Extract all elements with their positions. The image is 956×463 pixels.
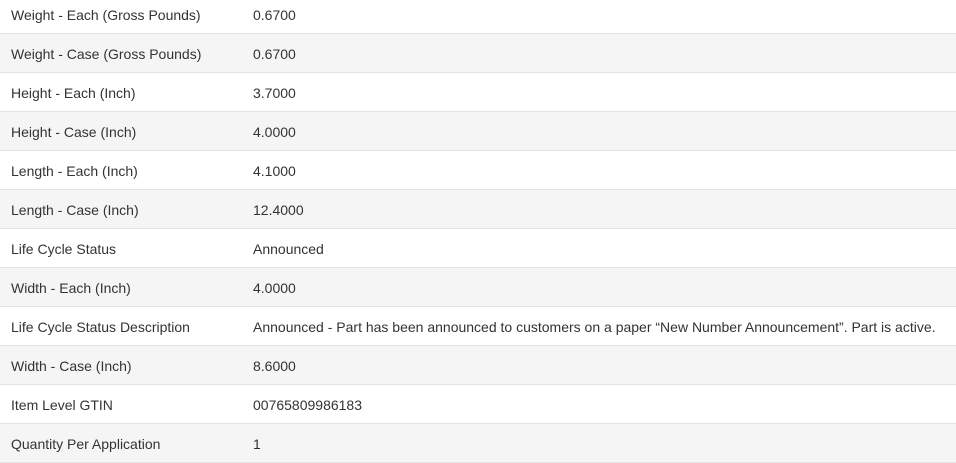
spec-value: 3.7000 [253, 85, 296, 101]
spec-label: Quantity Per Application [11, 436, 161, 452]
table-row: Weight - Each (Gross Pounds) 0.6700 [0, 0, 956, 34]
spec-value: 0.6700 [253, 46, 296, 62]
spec-value: Announced [253, 241, 324, 257]
spec-value: 4.0000 [253, 280, 296, 296]
table-row: Weight - Case (Gross Pounds) 0.6700 [0, 34, 956, 73]
spec-value: 00765809986183 [253, 397, 363, 413]
spec-label: Height - Case (Inch) [11, 124, 137, 140]
spec-label: Life Cycle Status Description [11, 319, 190, 335]
spec-label: Height - Each (Inch) [11, 85, 136, 101]
table-row: Life Cycle Status Announced [0, 229, 956, 268]
spec-label: Item Level GTIN [11, 397, 113, 413]
table-row: Width - Case (Inch) 8.6000 [0, 346, 956, 385]
spec-label: Width - Case (Inch) [11, 358, 132, 374]
spec-value: 12.4000 [253, 202, 304, 218]
table-row: Width - Each (Inch) 4.0000 [0, 268, 956, 307]
spec-label: Weight - Case (Gross Pounds) [11, 46, 202, 62]
spec-label: Weight - Each (Gross Pounds) [11, 7, 201, 23]
spec-value: 8.6000 [253, 358, 296, 374]
spec-label: Life Cycle Status [11, 241, 117, 257]
spec-label: Length - Case (Inch) [11, 202, 139, 218]
spec-value: 4.1000 [253, 163, 296, 179]
table-row: Length - Case (Inch) 12.4000 [0, 190, 956, 229]
spec-value: Announced - Part has been announced to c… [253, 319, 936, 335]
spec-value: 4.0000 [253, 124, 296, 140]
table-row: Quantity Per Application 1 [0, 424, 956, 463]
spec-value: 1 [253, 436, 261, 452]
table-row: Height - Case (Inch) 4.0000 [0, 112, 956, 151]
table-row: Height - Each (Inch) 3.7000 [0, 73, 956, 112]
table-row: Length - Each (Inch) 4.1000 [0, 151, 956, 190]
table-row: Life Cycle Status Description Announced -… [0, 307, 956, 346]
spec-label: Length - Each (Inch) [11, 163, 138, 179]
table-row: Item Level GTIN 00765809986183 [0, 385, 956, 424]
spec-label: Width - Each (Inch) [11, 280, 131, 296]
spec-value: 0.6700 [253, 7, 296, 23]
